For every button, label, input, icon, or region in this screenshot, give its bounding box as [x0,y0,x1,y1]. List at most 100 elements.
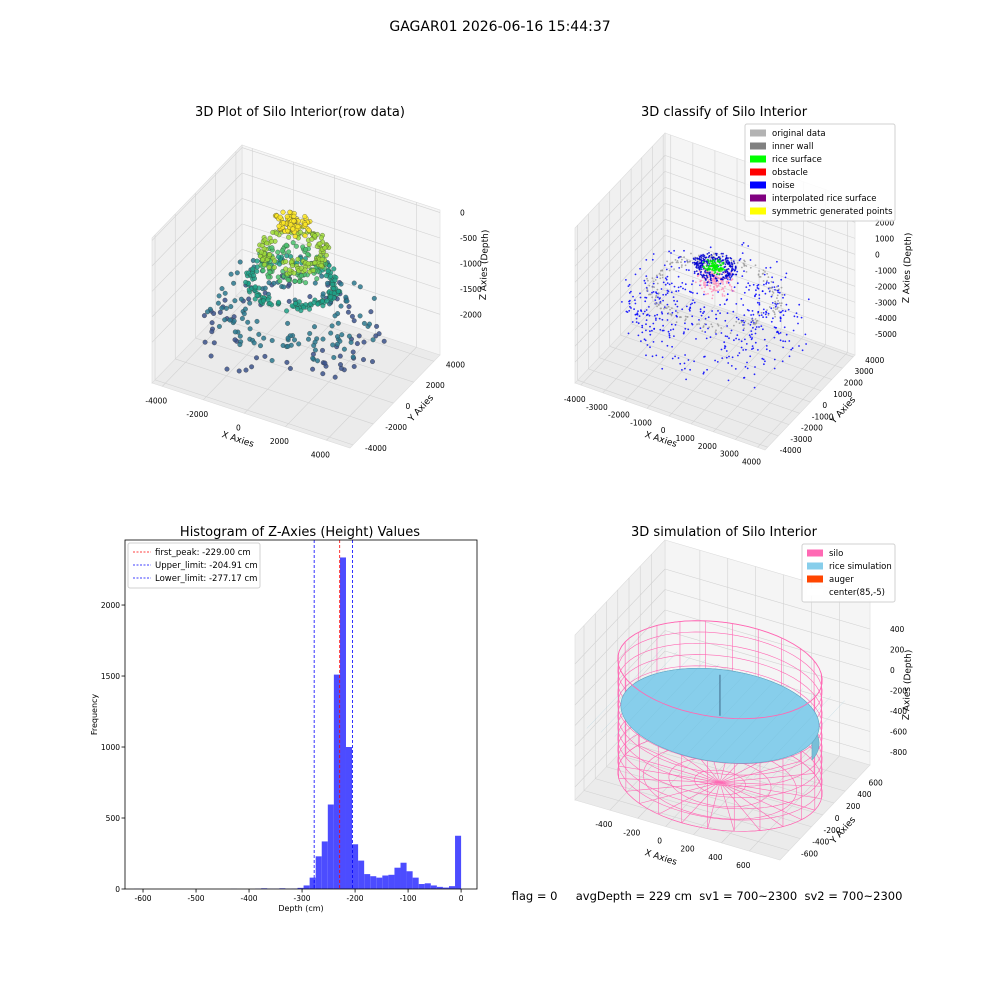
point-cloud-dot [718,273,720,275]
point-cloud-dot [716,323,719,325]
point-cloud-dot [723,341,726,344]
point-cloud-dot [708,252,710,254]
point-cloud-dot [703,290,706,293]
y-tick-label: -4000 [365,444,387,453]
point-cloud-dot [720,327,723,329]
point-cloud-dot [743,327,745,330]
point-cloud-dot [711,270,713,273]
z-tick-label: -4000 [875,314,897,323]
point-cloud-dot [784,310,787,313]
point-cloud-dot [764,313,767,316]
point-cloud-dot [651,286,654,288]
point-cloud-dot [688,269,690,272]
point-cloud-dot [260,257,265,263]
point-cloud-dot [726,259,729,262]
point-cloud-dot [724,335,727,337]
point-cloud-dot [715,254,718,257]
point-cloud-dot [223,305,229,311]
point-cloud-dot [722,271,725,274]
point-cloud-dot [740,340,743,343]
grid-line [574,219,666,315]
point-cloud-dot [686,316,688,318]
point-cloud-dot [648,306,650,308]
point-cloud-dot [731,356,734,359]
grid-line [574,630,666,726]
point-cloud-dot [312,324,317,330]
point-cloud-dot [763,283,765,286]
point-cloud-dot [762,272,764,275]
point-cloud-dot [296,341,302,347]
point-cloud-dot [653,328,655,330]
point-cloud-dot [276,254,281,260]
point-cloud-dot [318,262,324,268]
point-cloud-dot [280,209,286,215]
point-cloud-dot [350,349,356,355]
y-tick-label: 400 [857,790,872,799]
point-cloud-dot [720,281,723,283]
point-cloud-dot [700,287,703,290]
z-tick-label: -3000 [875,298,897,307]
point-cloud-dot [324,298,330,304]
point-cloud-dot [334,341,340,347]
silo-spoke [719,782,761,831]
point-cloud-dot [708,273,711,276]
point-cloud-dot [715,313,717,316]
point-cloud-dot [695,270,698,272]
point-cloud-dot [720,278,722,280]
point-cloud-dot [250,266,256,272]
point-cloud-dot [747,245,750,247]
y-tick-label: 1000 [101,743,120,752]
point-cloud-dot [262,285,268,291]
point-cloud-dot [662,293,665,296]
point-cloud-dot [738,259,741,262]
point-cloud-dot [785,272,788,275]
point-cloud-dot [726,270,729,273]
point-cloud-dot [267,269,273,275]
point-cloud-dot [283,242,289,248]
histogram-bar [303,885,310,889]
point-cloud-dot [723,266,726,269]
point-cloud-dot [292,233,298,239]
point-cloud-dot [251,340,257,346]
point-cloud-dot [730,275,733,278]
histogram-bar [436,886,443,889]
point-cloud-dot [330,282,335,287]
point-cloud-dot [716,272,719,275]
x-tick-label: 0 [661,426,666,435]
point-cloud-dot [759,276,762,278]
point-cloud-dot [711,294,714,297]
point-cloud-dot [776,260,778,263]
point-cloud-dot [779,339,782,342]
histogram-bar [406,871,413,889]
x-tick-label: 0 [236,423,241,432]
point-cloud-dot [721,259,724,262]
point-cloud-dot [767,314,770,316]
point-cloud-dot [734,269,736,272]
point-cloud-dot [232,298,238,304]
point-cloud-dot [730,329,733,332]
point-cloud-dot [627,332,630,335]
point-cloud-dot [772,310,774,312]
point-cloud-dot [675,261,678,264]
point-cloud-dot [800,316,803,319]
point-cloud-dot [201,313,207,319]
z-tick-label: 0 [890,666,895,675]
point-cloud-dot [743,324,746,326]
point-cloud-dot [737,354,739,357]
point-cloud-dot [724,271,727,274]
point-cloud-dot [743,270,745,272]
point-cloud-dot [238,296,244,302]
point-cloud-dot [774,300,777,303]
point-cloud-dot [357,313,363,319]
legend-label: Upper_limit: -204.91 cm [155,561,258,571]
point-cloud-dot [750,330,753,332]
point-cloud-dot [702,253,704,256]
point-cloud-dot [782,314,785,316]
point-cloud-dot [314,276,320,282]
point-cloud-dot [640,340,642,342]
legend-label: rice surface [772,155,822,165]
point-cloud-dot [762,308,765,311]
point-cloud-dot [312,233,318,239]
point-cloud-dot [284,214,290,220]
point-cloud-dot [227,317,233,323]
